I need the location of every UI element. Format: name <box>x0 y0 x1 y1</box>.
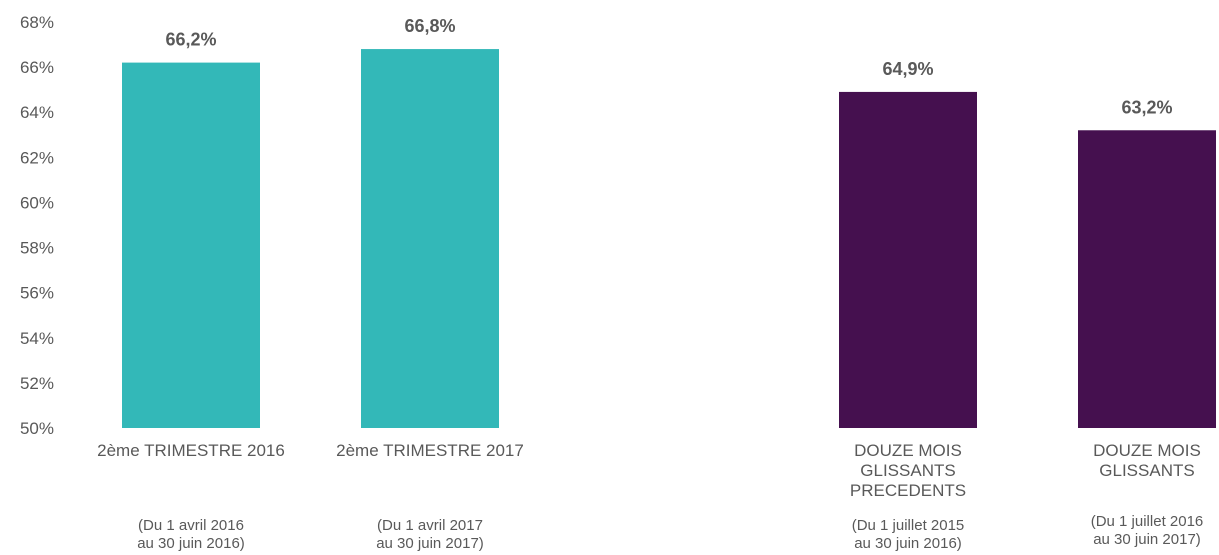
data-label: 63,2% <box>1121 97 1172 117</box>
y-tick-label: 64% <box>20 103 54 122</box>
y-axis: 50% 52% 54% 56% 58% 60% 62% 64% 66% 68% <box>20 13 54 438</box>
data-label: 66,8% <box>404 16 455 36</box>
category-label: 2ème TRIMESTRE 2016 <box>97 441 285 460</box>
data-label: 66,2% <box>165 30 216 50</box>
category-sublabel: (Du 1 juillet 2015 au 30 juin 2016) <box>851 517 965 552</box>
y-tick-label: 66% <box>20 58 54 77</box>
category-sublabel: (Du 1 avril 2016 au 30 juin 2016) <box>137 517 245 552</box>
bar <box>361 49 499 429</box>
bar <box>122 62 260 428</box>
data-labels: 66,2% 66,8% 64,9% 63,2% <box>165 16 1172 117</box>
category-label: DOUZE MOIS GLISSANTS PRECEDENTS <box>849 441 967 500</box>
data-label: 64,9% <box>882 59 933 79</box>
y-tick-label: 52% <box>20 374 54 393</box>
y-tick-label: 68% <box>20 13 54 32</box>
y-tick-label: 50% <box>20 419 54 438</box>
y-tick-label: 62% <box>20 148 54 167</box>
y-tick-label: 58% <box>20 239 54 258</box>
bars <box>122 49 1216 429</box>
y-tick-label: 60% <box>20 193 54 212</box>
y-tick-label: 56% <box>20 284 54 303</box>
category-sublabel: (Du 1 juillet 2016 au 30 juin 2017) <box>1090 513 1204 548</box>
category-sublabel: (Du 1 avril 2017 au 30 juin 2017) <box>376 517 484 552</box>
category-label: 2ème TRIMESTRE 2017 <box>336 441 524 460</box>
bar <box>839 91 977 428</box>
category-label: DOUZE MOIS GLISSANTS <box>1093 441 1201 480</box>
bar <box>1078 130 1216 428</box>
y-tick-label: 54% <box>20 329 54 348</box>
